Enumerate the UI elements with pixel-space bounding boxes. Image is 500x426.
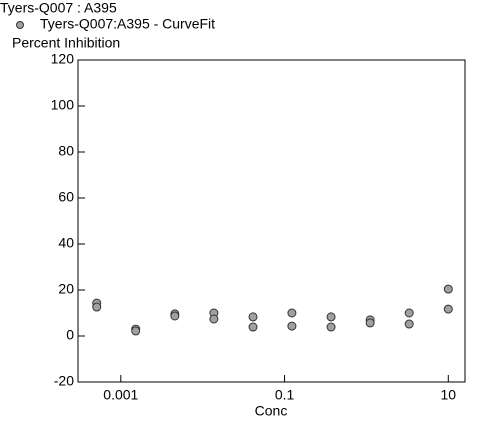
data-point bbox=[131, 326, 141, 336]
data-point bbox=[365, 318, 375, 328]
chart-title: Tyers-Q007 : A395 bbox=[0, 0, 117, 16]
x-tick-label: 10 bbox=[440, 387, 456, 403]
legend-label: Tyers-Q007:A395 - CurveFit bbox=[40, 16, 215, 32]
data-point bbox=[209, 314, 219, 324]
x-axis-label: Conc bbox=[255, 403, 288, 419]
data-point bbox=[443, 304, 453, 314]
x-tick-label: 0.001 bbox=[103, 387, 138, 403]
y-tick-label: 20 bbox=[58, 281, 74, 297]
data-point bbox=[326, 322, 336, 332]
data-point bbox=[404, 319, 414, 329]
y-tick-label: 120 bbox=[51, 51, 75, 67]
y-tick-label: 40 bbox=[58, 235, 74, 251]
data-point bbox=[248, 322, 258, 332]
y-tick-label: 100 bbox=[51, 97, 75, 113]
y-tick-label: 0 bbox=[66, 327, 74, 343]
y-tick-label: 60 bbox=[58, 189, 74, 205]
legend-marker bbox=[16, 21, 24, 29]
data-point bbox=[326, 312, 336, 322]
y-tick-label: 80 bbox=[58, 143, 74, 159]
plot-frame bbox=[77, 59, 466, 383]
y-tick-label: -20 bbox=[54, 373, 74, 389]
data-point bbox=[248, 312, 258, 322]
data-point bbox=[404, 308, 414, 318]
y-axis-label: Percent Inhibition bbox=[12, 35, 120, 51]
data-point bbox=[92, 302, 102, 312]
data-point bbox=[287, 308, 297, 318]
x-tick-label: 0.1 bbox=[275, 387, 295, 403]
data-point bbox=[287, 321, 297, 331]
data-point bbox=[443, 284, 453, 294]
data-point bbox=[170, 311, 180, 321]
